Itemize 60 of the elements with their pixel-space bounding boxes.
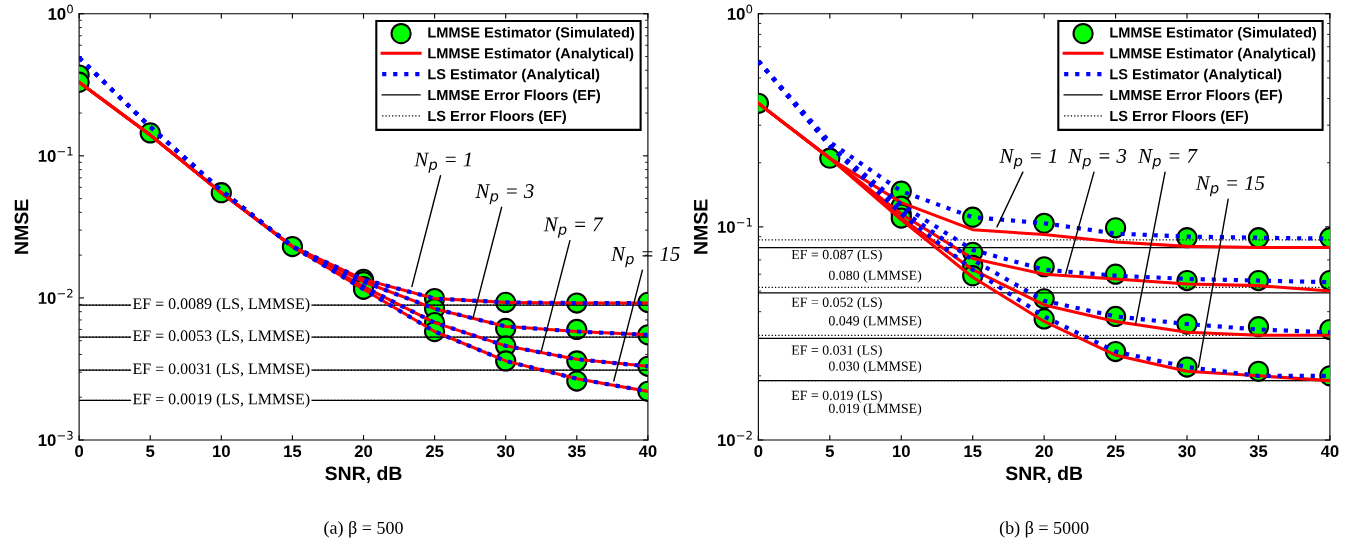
legend-label: LMMSE Error Floors (EF) bbox=[428, 89, 601, 104]
annotation: EF = 0.087 (LS) bbox=[791, 249, 882, 263]
legend-label: LS Estimator (Analytical) bbox=[428, 68, 600, 83]
x-tick-label: 30 bbox=[496, 445, 515, 458]
annotation: EF = 0.0053 (LS, LMMSE) bbox=[132, 329, 310, 345]
annotation: EF = 0.019 (LS) bbox=[791, 390, 882, 403]
legend-label: LS Estimator (Analytical) bbox=[1110, 68, 1282, 83]
legend-label: LMMSE Estimator (Simulated) bbox=[428, 26, 635, 41]
legend-label: LS Error Floors (EF) bbox=[1110, 110, 1248, 125]
annotation: 0.030 (LMMSE) bbox=[828, 361, 922, 374]
text: (a) β = 500 bbox=[324, 520, 403, 538]
legend-label: LMMSE Estimator (Analytical) bbox=[1110, 47, 1316, 62]
x-tick-label: 10 bbox=[213, 445, 230, 458]
x-axis-title: SNR, dB bbox=[325, 465, 402, 484]
x-tick-label: 40 bbox=[638, 445, 657, 458]
y-tick-label: 10$^{−1}$ bbox=[718, 217, 752, 233]
annotation: N$_{p}$ = 7 bbox=[543, 217, 604, 238]
y-tick-label: 10$^{−2}$ bbox=[38, 288, 73, 304]
x-tick-label: 0 bbox=[75, 445, 84, 458]
annotation: 0.080 (LMMSE) bbox=[828, 270, 922, 283]
annotation: EF = 0.0019 (LS, LMMSE) bbox=[132, 393, 310, 408]
x-axis-title: SNR, dB bbox=[1005, 465, 1083, 484]
text: (b) β = 5000 bbox=[999, 520, 1089, 538]
x-tick-label: 40 bbox=[1320, 445, 1339, 458]
annotation: EF = 0.031 (LS) bbox=[791, 344, 882, 358]
annotation: EF = 0.0031 (LS, LMMSE) bbox=[132, 362, 310, 378]
y-tick-label: 10$^{−2}$ bbox=[718, 430, 752, 447]
x-tick-label: 5 bbox=[825, 445, 834, 458]
y-tick-label: 10$^{−3}$ bbox=[38, 430, 73, 447]
x-tick-label: 15 bbox=[284, 445, 302, 458]
y-tick-label: 10$^{0}$ bbox=[48, 4, 73, 20]
annotation: N$_{p}$ = 7 bbox=[1137, 149, 1198, 170]
legend-label: LS Error Floors (EF) bbox=[428, 110, 566, 125]
x-tick-label: 15 bbox=[964, 445, 982, 458]
x-tick-label: 0 bbox=[754, 445, 763, 458]
annotation: N$_{p}$ = 15 bbox=[1195, 176, 1265, 197]
legend-label: LMMSE Estimator (Simulated) bbox=[1110, 26, 1317, 41]
x-tick-label: 20 bbox=[1035, 445, 1053, 458]
x-tick-label: 35 bbox=[567, 445, 586, 458]
y-axis-title: NMSE bbox=[14, 199, 29, 254]
annotation: N$_{p}$ = 1 bbox=[999, 148, 1057, 170]
y-axis-title: NMSE bbox=[693, 199, 708, 254]
annotation: 0.049 (LMMSE) bbox=[828, 315, 922, 329]
annotation: EF = 0.0089 (LS, LMMSE) bbox=[132, 297, 310, 313]
x-tick-label: 25 bbox=[1106, 445, 1125, 458]
x-tick-label: 35 bbox=[1249, 445, 1268, 458]
annotation: N$_{p}$ = 3 bbox=[475, 184, 534, 205]
annotation: EF = 0.052 (LS) bbox=[791, 297, 882, 310]
annotation: N$_{p}$ = 1 bbox=[414, 152, 471, 173]
annotation: 0.019 (LMMSE) bbox=[828, 403, 922, 416]
x-tick-label: 5 bbox=[146, 445, 155, 458]
legend-label: LMMSE Error Floors (EF) bbox=[1110, 89, 1283, 104]
y-tick-label: 10$^{−1}$ bbox=[38, 146, 73, 162]
x-tick-label: 20 bbox=[354, 445, 373, 458]
legend-label: LMMSE Estimator (Analytical) bbox=[428, 47, 634, 62]
x-tick-label: 10 bbox=[893, 445, 910, 458]
y-tick-label: 10$^{0}$ bbox=[727, 4, 753, 20]
annotation: N$_{p}$ = 3 bbox=[1067, 148, 1127, 170]
x-tick-label: 30 bbox=[1178, 445, 1196, 458]
x-tick-label: 25 bbox=[425, 445, 444, 458]
